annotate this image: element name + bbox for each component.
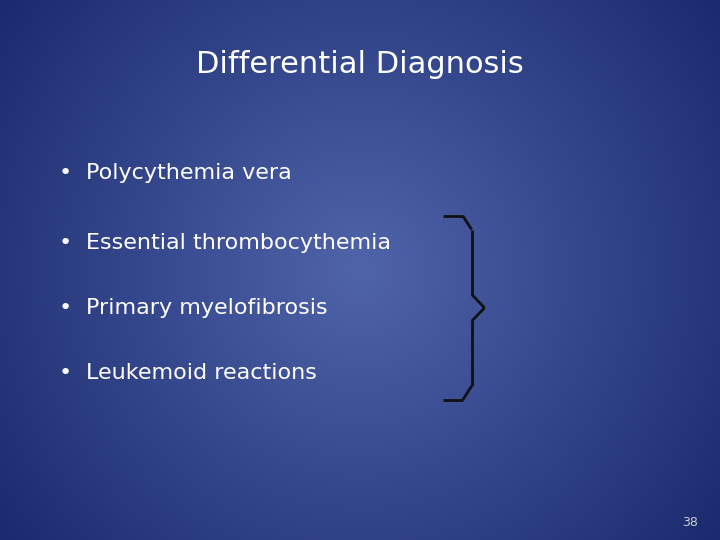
Text: •: • <box>58 233 71 253</box>
Text: •: • <box>58 298 71 318</box>
Text: •: • <box>58 362 71 383</box>
Text: 38: 38 <box>683 516 698 529</box>
Text: Polycythemia vera: Polycythemia vera <box>86 163 292 183</box>
Text: •: • <box>58 163 71 183</box>
Text: Leukemoid reactions: Leukemoid reactions <box>86 362 318 383</box>
Text: Essential thrombocythemia: Essential thrombocythemia <box>86 233 392 253</box>
Text: Primary myelofibrosis: Primary myelofibrosis <box>86 298 328 318</box>
Text: Differential Diagnosis: Differential Diagnosis <box>196 50 524 79</box>
